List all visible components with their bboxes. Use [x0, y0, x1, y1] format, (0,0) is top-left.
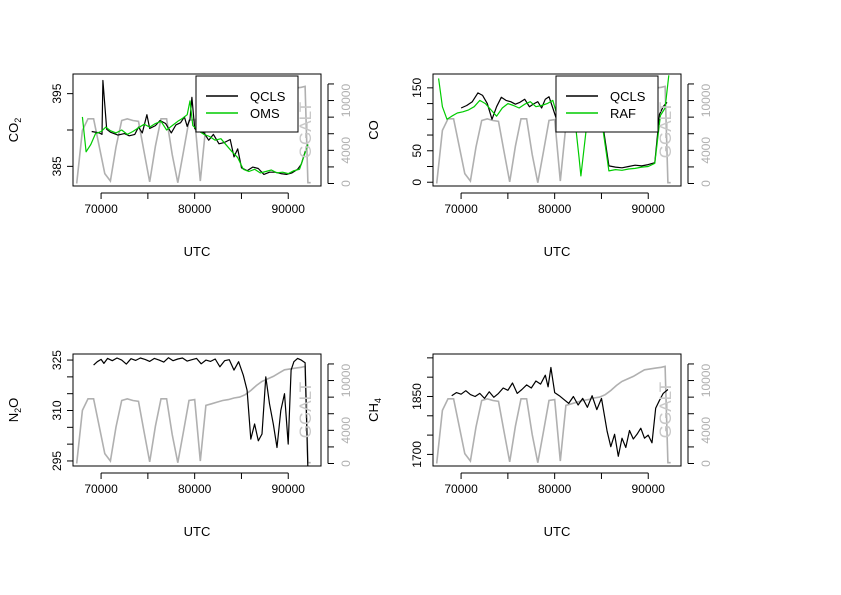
x-tick-label: 80000: [178, 202, 212, 216]
series-line-qcls: [91, 79, 309, 175]
legend-label-oms: OMS: [250, 106, 280, 121]
x-axis-label: UTC: [544, 244, 571, 259]
series-line-oms: [81, 100, 309, 175]
y2-tick-label: 10000: [699, 364, 713, 398]
y-axis-label: N2O: [6, 398, 23, 423]
y-tick-label: 295: [50, 451, 64, 471]
y-axis-label: CO2: [6, 118, 23, 143]
legend: QCLS RAF: [555, 75, 659, 133]
legend-box: [555, 75, 659, 133]
x-axis-label: UTC: [544, 524, 571, 539]
x-tick-label: 90000: [632, 482, 666, 496]
x-tick-label: 80000: [178, 482, 212, 496]
y-tick-label: 310: [50, 400, 64, 420]
y-tick-label: 1850: [410, 383, 424, 410]
series-line-qcls: [93, 357, 309, 466]
y2-tick-label: 4000: [699, 137, 713, 164]
y2-tick-label: 10000: [699, 84, 713, 118]
y-axis-label-main: CO: [366, 120, 381, 140]
legend-label-qcls: QCLS: [250, 89, 286, 104]
series-line-raf: [438, 75, 670, 177]
x-tick-label: 70000: [444, 482, 478, 496]
series-line-qcls: [451, 366, 669, 457]
legend-label-raf: RAF: [610, 106, 636, 121]
x-axis-label: UTC: [184, 244, 211, 259]
y-axis-label-suffix: O: [6, 398, 21, 408]
y-tick-label: 150: [410, 78, 424, 98]
y-tick-label: 385: [50, 156, 64, 176]
ggalt-line: [75, 365, 311, 464]
y-axis-label-subscript: 4: [373, 398, 383, 403]
y-axis-label-subscript: 2: [13, 408, 23, 413]
y2-tick-label: 4000: [339, 137, 353, 164]
y-axis-label: CO: [366, 120, 381, 140]
y-tick-label: 395: [50, 83, 64, 103]
y2-tick-label: 0: [339, 180, 353, 187]
ggalt-line: [435, 365, 671, 464]
x-tick-label: 90000: [632, 202, 666, 216]
y2-axis-label: GGALT: [296, 102, 315, 158]
chart-panel-1: 70000 80000 90000 UTC 385 395 CO2 0 4000 10000 GGA…: [6, 73, 353, 259]
x-tick-label: 80000: [538, 482, 572, 496]
legend: QCLS OMS: [195, 75, 299, 133]
legend-label-qcls: QCLS: [610, 89, 646, 104]
chart-panel-4: 70000 80000 90000 UTC 1700 1850 CH4 0 4000 10000 G…: [366, 353, 713, 539]
y-tick-label: 50: [410, 144, 424, 158]
y2-tick-label: 10000: [339, 84, 353, 118]
y-axis-label-subscript: 2: [13, 118, 23, 123]
x-tick-label: 90000: [272, 482, 306, 496]
y2-tick-label: 4000: [699, 417, 713, 444]
x-tick-label: 70000: [84, 202, 118, 216]
y-tick-label: 0: [410, 179, 424, 186]
y-tick-label: 1700: [410, 441, 424, 468]
y2-tick-label: 0: [699, 180, 713, 187]
plot-frame: [72, 353, 322, 467]
y-tick-label: 325: [50, 350, 64, 370]
plot-frame: [432, 353, 682, 467]
x-tick-label: 70000: [84, 482, 118, 496]
y-axis-label: CH4: [366, 398, 383, 422]
x-axis-label: UTC: [184, 524, 211, 539]
y2-axis-label: GGALT: [656, 102, 675, 158]
plot-frame: [432, 73, 682, 187]
y-axis-label-main: CO: [6, 123, 21, 143]
y-axis-label-main: N: [6, 413, 21, 422]
x-tick-label: 70000: [444, 202, 478, 216]
chart-panel-3: 70000 80000 90000 UTC 295 310 325 N2O 0 4000 10000…: [6, 350, 353, 539]
y2-axis-label: GGALT: [656, 382, 675, 438]
y2-tick-label: 0: [699, 460, 713, 467]
y-axis-label-main: CH: [366, 403, 381, 422]
y2-tick-label: 0: [339, 460, 353, 467]
x-tick-label: 80000: [538, 202, 572, 216]
y2-axis-label: GGALT: [296, 382, 315, 438]
y2-tick-label: 4000: [339, 417, 353, 444]
legend-box: [195, 75, 299, 133]
x-tick-label: 90000: [272, 202, 306, 216]
chart-panel-2: 70000 80000 90000 UTC 0 50 150 CO 0 4000 10000 GGAL…: [366, 73, 713, 259]
y2-tick-label: 10000: [339, 364, 353, 398]
